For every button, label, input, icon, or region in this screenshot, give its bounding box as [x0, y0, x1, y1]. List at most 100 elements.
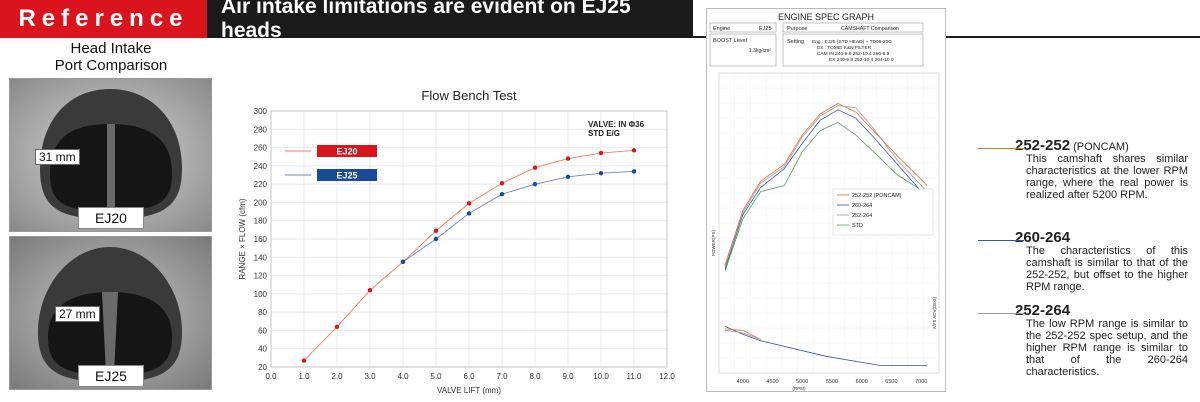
series-line-ej25 [402, 170, 635, 263]
reference-banner: Reference [0, 0, 207, 38]
setting-line: Eng : EJ25 (STD HEAD) + TD05-20G [812, 39, 892, 45]
port-title-line2: Port Comparison [54, 57, 168, 74]
y-axis-label: RANGE × FLOW (cfm) [238, 198, 247, 279]
x-tick-label: 8.0 [529, 372, 541, 381]
ej20-label: EJ20 [78, 207, 144, 229]
data-point [598, 170, 604, 176]
setting-label: Setting [787, 39, 804, 45]
spec-series-252-264-right [724, 329, 761, 340]
data-point [301, 358, 307, 363]
y-tick-label: 200 [254, 198, 268, 207]
y-tick-label: 300 [254, 107, 268, 116]
plot-frame [270, 110, 668, 368]
spec-x-tick: 5000 [796, 379, 808, 385]
y-tick-label: 240 [254, 162, 268, 171]
spec-series-std [724, 121, 928, 272]
engine-label: Engine [713, 26, 730, 32]
x-tick-label: 7.0 [496, 372, 508, 381]
y-tick-label: 280 [254, 125, 268, 134]
flow-chart-title: Flow Bench Test [421, 88, 517, 103]
x-tick-label: 0.0 [265, 372, 277, 381]
data-point [598, 150, 604, 156]
engine-value: EJ25 [759, 26, 772, 32]
legend-name: 260-264 [1015, 229, 1071, 246]
headline-title: Air intake limitations are evident on EJ… [221, 0, 631, 42]
valve-annotation: VALVE: IN Φ36 [588, 120, 645, 129]
spec-chart-title: ENGINE SPEC GRAPH [778, 12, 874, 22]
boost-label: BOOST Level [713, 38, 747, 44]
legend-line [978, 240, 1024, 241]
data-point [499, 192, 505, 197]
spec-legend-label: 252-264 [852, 213, 872, 219]
data-point [499, 181, 505, 186]
spec-y-label-right: A/F5 ADV(DEG) [932, 296, 937, 329]
data-point [400, 259, 406, 265]
legend-item-252-252: 252-252 (PONCAM) This camshaft shares sim… [978, 137, 1188, 201]
data-point [433, 228, 439, 233]
x-tick-label: 11.0 [627, 372, 643, 381]
legend-heading: 252-252 (PONCAM) [1015, 137, 1188, 154]
spec-x-tick: 6000 [856, 379, 868, 385]
y-tick-label: 260 [254, 144, 268, 153]
data-point [466, 211, 472, 216]
spec-x-tick: 5500 [826, 379, 838, 385]
x-tick-label: 2.0 [331, 372, 343, 381]
flow-bench-chart: Flow Bench Test 20 40 60 80 100 120 140 160 180 20… [238, 88, 675, 395]
headline-banner: Air intake limitations are evident on EJ… [207, 0, 693, 42]
legend-label-ej20: EJ20 [336, 147, 357, 157]
spec-x-tick: 4500 [766, 379, 778, 385]
data-point [565, 174, 571, 180]
y-tick-label: 80 [258, 308, 267, 317]
x-tick-label: 9.0 [562, 372, 574, 381]
data-point [334, 324, 340, 329]
ej25-label: EJ25 [78, 365, 144, 387]
x-tick-label: 5.0 [430, 372, 442, 381]
x-tick-label: 4.0 [397, 372, 409, 381]
spec-legend-label: 260-264 [852, 203, 872, 209]
legend-swatch-box [317, 169, 377, 181]
setting-line: CAM IN 240-9.6 252-10.4 260-9.8 [817, 51, 890, 57]
legend-label-ej25: EJ25 [336, 171, 357, 181]
legend-heading: 252-264 [1015, 303, 1188, 318]
engine-spec-panel: ENGINE SPEC GRAPH Engine EJ25 Purpose CAMSHA… [706, 8, 946, 392]
legend-item-260-264: 260-264 The characteristics of this camsh… [978, 229, 1188, 293]
spec-legend-label: STD [852, 223, 863, 229]
legend-description: The characteristics of this camshaft is … [1026, 245, 1188, 293]
y-tick-label: 60 [258, 326, 267, 335]
y-tick-label: 20 [258, 363, 267, 372]
setting-line: EX 240-9.8 252-10.4 264-10.0 [829, 57, 894, 63]
spec-series-252-252-right [724, 328, 761, 340]
data-point [532, 181, 538, 187]
data-point [532, 165, 538, 170]
reference-title: Reference [18, 5, 189, 32]
legend-heading: 260-264 [1015, 229, 1188, 246]
purpose-value: CAMSHAFT Comparison [841, 26, 899, 32]
spec-cell [709, 22, 777, 33]
legend-line [978, 148, 1024, 149]
legend-line [978, 313, 1024, 314]
data-point [433, 236, 439, 242]
y-tick-label: 160 [254, 235, 268, 244]
data-point [565, 156, 571, 161]
y-tick-label: 40 [258, 345, 267, 354]
y-tick-label: 120 [254, 272, 268, 281]
x-tick-label: 10.0 [593, 372, 609, 381]
legend-swatch-box [317, 145, 377, 157]
port-title-line1: Head Intake [70, 40, 152, 57]
spec-cell [782, 33, 924, 67]
spec-cell [709, 33, 777, 67]
ej25-width-label: 27 mm [55, 306, 100, 322]
data-point [631, 148, 637, 153]
legend-name: 252-252 [1015, 137, 1071, 154]
x-tick-label: 3.0 [364, 372, 376, 381]
ej20-width-label: 31 mm [35, 149, 80, 165]
spec-series-260-264 [724, 109, 928, 270]
y-tick-label: 220 [254, 180, 268, 189]
spec-legend-box [832, 188, 934, 236]
boost-value: 1.3kg/cm² [749, 48, 771, 54]
spec-x-tick: 4000 [737, 379, 749, 385]
spec-legend-label: 252-252 (PONCAM) [852, 193, 902, 199]
spec-y-label: POWER(PS) [711, 230, 716, 257]
port-comparison-title: Head Intake Port Comparison [0, 40, 222, 74]
data-point [367, 288, 373, 293]
